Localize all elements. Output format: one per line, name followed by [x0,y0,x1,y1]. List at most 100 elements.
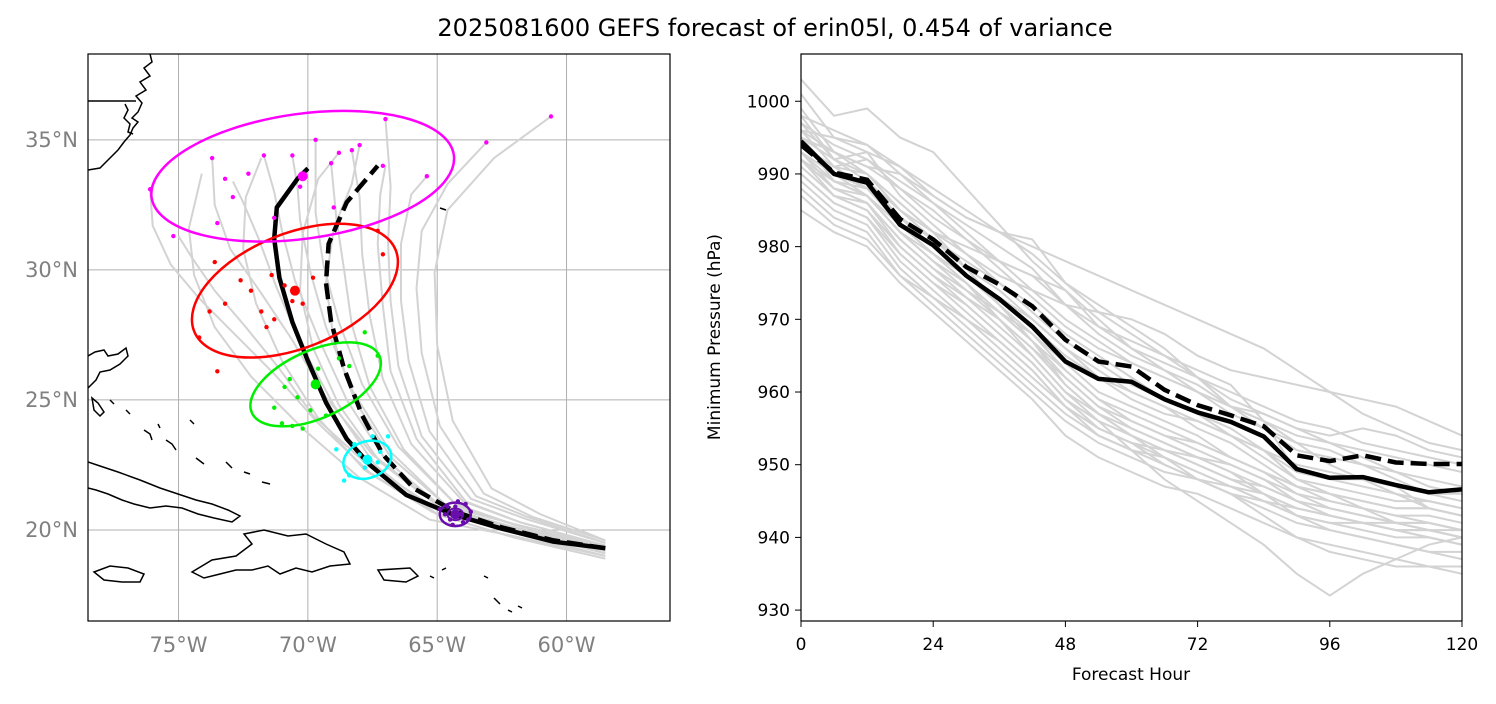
map-ensemble-track [415,141,606,542]
antilles-island [441,567,447,571]
bahamas-island [143,429,153,441]
pressure-mean-dashed [801,143,1462,467]
pressure-x-tick-label: 24 [922,635,944,655]
florida-coast [88,346,129,389]
map-member-point [215,369,220,374]
antilles-island [483,575,489,579]
pressure-x-tick-label: 120 [1446,635,1478,655]
map-member-point [362,465,367,470]
bahamas-island [243,471,251,475]
antilles-island [517,605,523,609]
pressure-ensemble-line [801,129,1462,488]
map-lon-tick-label: 60°W [538,633,596,657]
map-member-point [424,174,430,179]
map-member-point [222,176,228,182]
map-member-point [349,148,355,153]
map-member-point [230,194,236,200]
map-member-point [279,421,285,426]
map-member-point [308,408,313,413]
map-member-point [295,395,300,400]
map-uncertainty-ellipse [438,501,473,528]
jamaica-coast [92,565,146,583]
map-forecast-center [450,509,461,520]
map-frame [87,53,671,622]
map-member-point [282,384,287,390]
pressure-y-tick-label: 970 [758,310,790,330]
antilles-island [429,575,435,579]
pressure-ensemble-line [801,114,1462,452]
pressure-mean-lines [801,139,1462,495]
map-member-point [290,298,295,304]
antilles-island [493,597,501,605]
map-member-point [215,220,220,226]
bahamas-island [225,461,233,469]
map-member-point [238,278,243,283]
map-member-point [375,460,380,465]
pressure-ensemble-line [801,165,1462,532]
pressure-ensemble-lines [801,78,1462,597]
map-member-point [171,233,176,239]
map-member-point [362,330,367,335]
map-uncertainty-ellipse [342,439,393,481]
pressure-y-tick-label: 930 [758,601,790,621]
pressure-frame [800,53,1463,622]
cuba-coast [88,461,242,523]
map-lon-tick-label: 70°W [279,633,337,657]
pressure-x-tick-label: 0 [796,635,807,655]
chart-title: 2025081600 GEFS forecast of erin05l, 0.4… [437,14,1112,42]
map-member-point [272,317,277,322]
pressure-ensemble-line [801,136,1462,568]
pressure-ensemble-line [801,122,1462,466]
map-member-point [334,447,339,452]
pressure-mean-solid [801,139,1462,495]
map-mean-track-dashed [323,164,606,551]
map-member-point [341,478,347,483]
map-member-point [209,155,215,161]
map-uncertainty-ellipse-inner [446,507,465,522]
map-member-point [328,161,334,166]
pressure-ensemble-line [801,107,1462,459]
pressure-background [801,54,1462,621]
bahamas-island [109,399,115,405]
pressure-y-tick-label: 980 [758,238,790,258]
map-member-point [357,452,362,457]
pressure-ensemble-line [801,129,1462,473]
antilles-island [507,609,513,613]
map-member-point [272,215,277,221]
map-member-point [212,259,217,265]
map-member-point [380,163,386,169]
map-forecast-center [310,379,321,390]
map-member-point [300,426,305,431]
bahamas-island [165,439,177,451]
map-member-point [383,116,388,122]
map-uncertainty-ellipse [190,222,400,359]
map-member-point [336,150,342,156]
map-member-point [207,309,212,314]
map-ensemble-track [433,115,606,542]
pressure-ensemble-line [801,93,1462,517]
map-lon-tick-label: 75°W [150,633,208,657]
map-member-point [297,184,303,189]
map-member-point [357,142,362,148]
map-member-point [259,309,264,314]
map-ensemble-track [400,175,606,544]
pressure-y-label: Minimum Pressure (hPa) [705,234,725,440]
map-member-point [269,272,274,278]
bahamas-island [157,423,161,429]
map-member-point [378,449,383,455]
map-member-point [310,275,316,280]
map-member-point [331,205,336,210]
map-member-point [336,356,342,361]
map-lat-tick-label: 25°N [25,388,78,412]
map-uncertainty-ellipse [249,341,383,428]
hispaniola-coast [190,529,352,579]
map-member-point [385,434,391,439]
map-member-point [548,114,554,119]
pressure-ensemble-line [801,151,1462,532]
pressure-x-tick-label: 72 [1187,635,1209,655]
map-ensemble-track [187,173,606,557]
map-ensemble-track [384,118,606,544]
pressure-y-tick-label: 950 [758,456,790,476]
map-uncertainty-ellipses [150,109,473,528]
